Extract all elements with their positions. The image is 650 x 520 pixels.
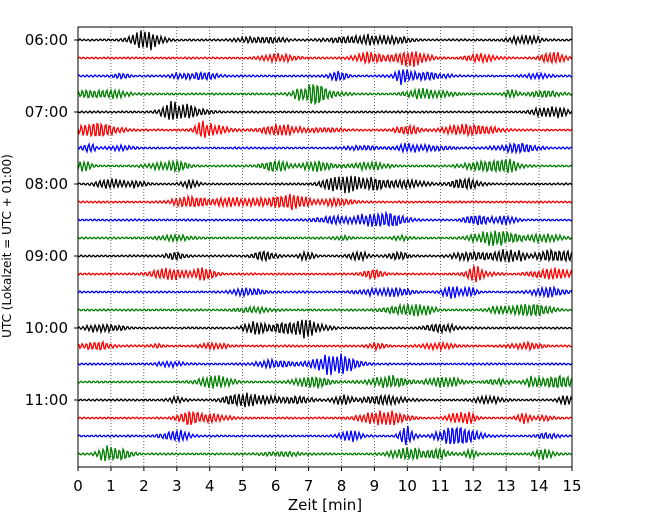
x-tick-label-4: 4 xyxy=(205,477,215,495)
x-tick-label-2: 2 xyxy=(139,477,149,495)
x-axis-label: Zeit [min] xyxy=(288,496,362,514)
y-axis-label: UTC (Lokalzeit = UTC + 01:00) xyxy=(0,154,14,338)
plot-frame xyxy=(77,26,573,468)
trace-row-15 xyxy=(77,302,573,318)
trace-row-6 xyxy=(77,141,573,155)
y-tick-label-0: 06:00 xyxy=(25,31,68,49)
y-tick-label-5: 11:00 xyxy=(25,391,68,409)
trace-row-9 xyxy=(77,193,573,211)
x-tick-label-1: 1 xyxy=(106,477,116,495)
trace-row-2 xyxy=(77,69,573,85)
trace-row-8 xyxy=(77,175,573,194)
x-tick-label-7: 7 xyxy=(304,477,314,495)
y-axis: 06:00 07:00 08:00 09:00 10:00 11:00 xyxy=(25,31,78,409)
x-tick-label-8: 8 xyxy=(337,477,347,495)
trace-row-13 xyxy=(77,265,573,283)
x-tick-label-5: 5 xyxy=(238,477,248,495)
x-tick-label-10: 10 xyxy=(398,477,417,495)
trace-row-23 xyxy=(77,445,573,462)
x-axis: 0 1 2 3 4 5 6 7 8 9 10 11 12 13 14 15 xyxy=(73,467,582,495)
trace-row-14 xyxy=(77,285,573,299)
x-tick-label-15: 15 xyxy=(562,477,581,495)
x-tick-label-14: 14 xyxy=(530,477,549,495)
trace-row-18 xyxy=(77,353,573,376)
x-tick-label-3: 3 xyxy=(172,477,182,495)
trace-row-7 xyxy=(77,158,573,174)
trace-row-12 xyxy=(77,247,573,264)
trace-row-19 xyxy=(77,374,573,389)
y-tick-label-2: 08:00 xyxy=(25,175,68,193)
trace-row-10 xyxy=(77,210,573,228)
x-tick-label-6: 6 xyxy=(271,477,281,495)
grid-lines xyxy=(110,27,540,467)
trace-row-1 xyxy=(77,50,573,68)
trace-row-21 xyxy=(77,410,573,426)
y-tick-label-4: 10:00 xyxy=(25,319,68,337)
trace-row-22 xyxy=(77,426,573,446)
x-tick-label-12: 12 xyxy=(464,477,483,495)
y-tick-label-1: 07:00 xyxy=(25,103,68,121)
y-tick-label-3: 09:00 xyxy=(25,247,68,265)
x-tick-label-9: 9 xyxy=(370,477,380,495)
trace-row-20 xyxy=(77,392,573,408)
trace-rows xyxy=(77,30,573,462)
trace-row-5 xyxy=(77,120,573,139)
x-tick-label-11: 11 xyxy=(431,477,450,495)
x-tick-label-0: 0 xyxy=(73,477,83,495)
trace-row-17 xyxy=(77,340,573,353)
trace-row-3 xyxy=(77,84,573,106)
trace-row-11 xyxy=(77,230,573,247)
trace-row-4 xyxy=(77,100,573,120)
x-tick-label-13: 13 xyxy=(497,477,516,495)
trace-row-0 xyxy=(77,30,573,51)
trace-row-16 xyxy=(77,319,573,339)
